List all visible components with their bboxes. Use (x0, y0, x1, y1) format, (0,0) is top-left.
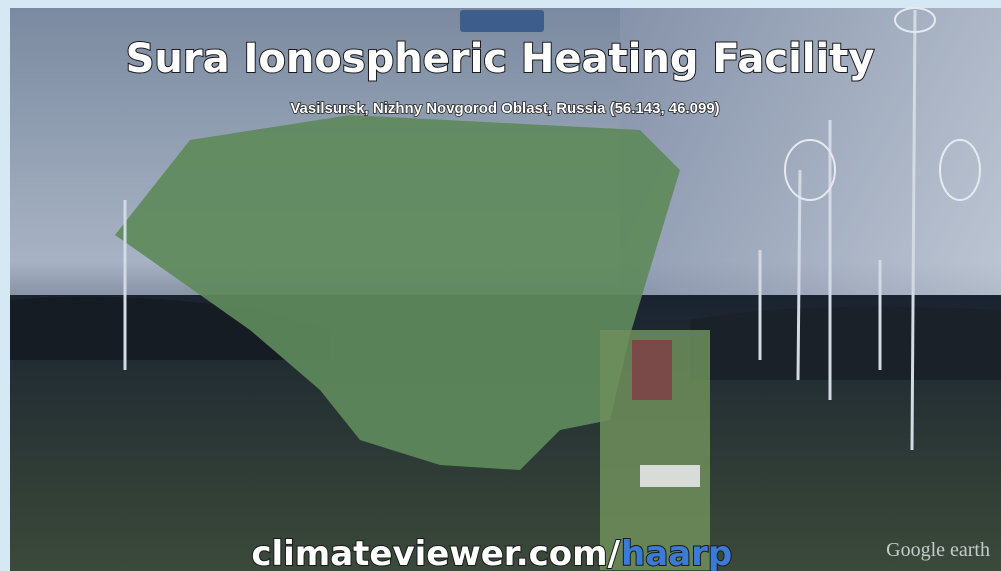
tree-line (690, 307, 1001, 380)
nav-control (460, 10, 544, 32)
building (640, 465, 700, 487)
footer-site: climateviewer.com/ (251, 534, 620, 571)
subtitle: Vasilsursk, Nizhny Novgorod Oblast, Russ… (290, 100, 719, 117)
watermark: Google earth (886, 539, 990, 561)
title: Sura Ionospheric Heating Facility (126, 36, 875, 82)
building (632, 340, 672, 400)
screenshot: Sura Ionospheric Heating Facility Vasils… (0, 0, 1001, 571)
footer-path: haarp (621, 534, 732, 571)
